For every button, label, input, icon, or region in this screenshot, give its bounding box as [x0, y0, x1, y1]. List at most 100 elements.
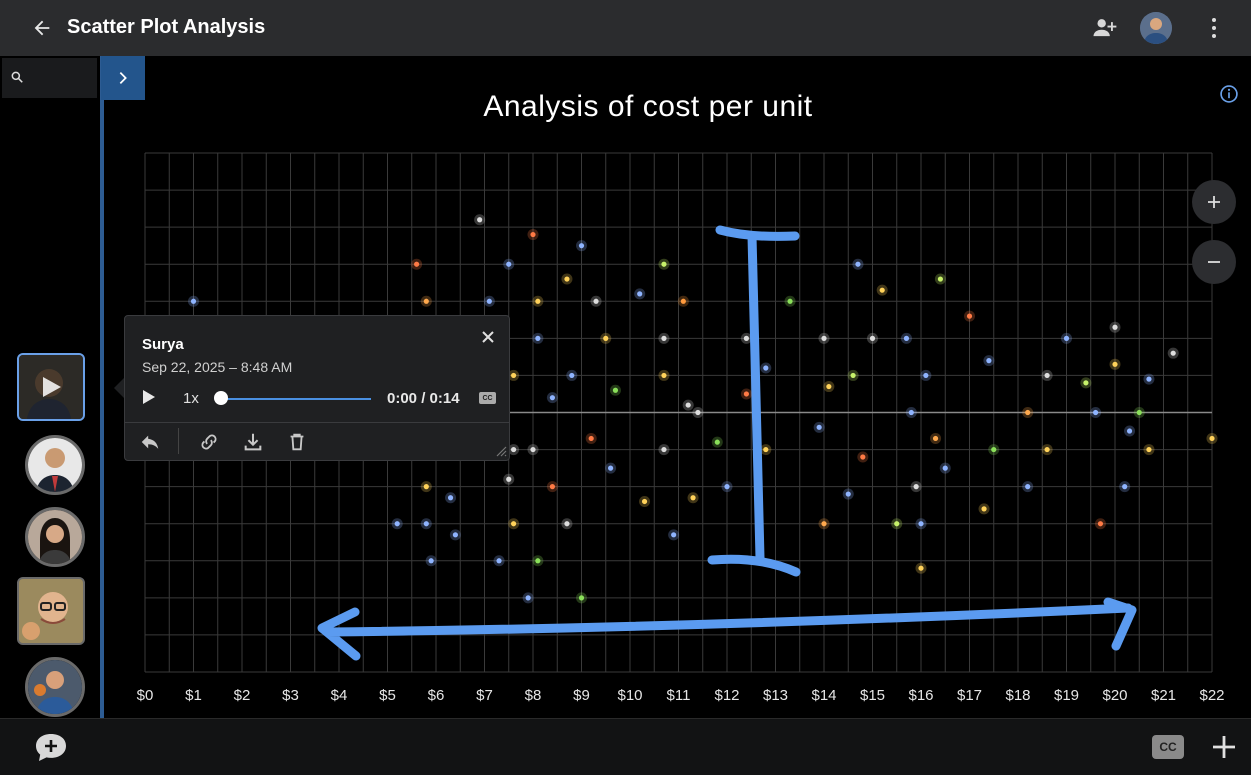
zoom-in-button[interactable]	[1192, 180, 1236, 224]
avatar-comment-1[interactable]	[25, 435, 85, 495]
captions-toggle[interactable]: CC	[479, 392, 496, 404]
data-point	[903, 335, 910, 341]
more-vert-icon[interactable]	[1204, 14, 1224, 42]
data-point	[671, 532, 677, 538]
data-point	[661, 335, 667, 341]
delete-icon[interactable]	[286, 431, 308, 453]
play-icon[interactable]	[141, 388, 157, 406]
x-tick-label: $10	[617, 687, 642, 704]
data-point	[942, 465, 948, 471]
data-point	[1209, 435, 1215, 442]
data-point	[525, 595, 531, 601]
avatar-comment-4[interactable]	[25, 657, 85, 717]
x-tick-label: $15	[860, 687, 885, 704]
data-point	[510, 372, 517, 379]
data-point	[510, 446, 517, 453]
data-point	[918, 521, 924, 527]
search-icon	[10, 70, 26, 86]
data-point	[986, 358, 992, 364]
add-person-icon[interactable]	[1090, 14, 1118, 42]
zoom-out-button[interactable]	[1192, 240, 1236, 284]
reply-icon[interactable]	[139, 431, 161, 453]
playback-speed[interactable]: 1x	[183, 390, 199, 407]
user-avatar[interactable]	[1140, 12, 1172, 44]
download-icon[interactable]	[242, 431, 264, 453]
annotation-horizontal-arrow	[317, 597, 1137, 661]
x-tick-label: $6	[428, 687, 445, 704]
x-tick-label: $4	[331, 687, 348, 704]
zoom-out-icon	[1208, 261, 1220, 263]
data-point	[908, 409, 914, 416]
data-point	[593, 298, 599, 304]
data-point	[1025, 484, 1031, 490]
data-point	[826, 383, 832, 390]
data-point	[1044, 372, 1050, 379]
data-point	[1025, 409, 1031, 416]
data-point	[1044, 446, 1050, 453]
back-arrow-icon[interactable]	[28, 14, 56, 42]
data-point	[763, 446, 769, 453]
data-point	[724, 484, 730, 490]
data-point	[423, 298, 429, 304]
data-point	[894, 521, 900, 527]
data-point	[860, 454, 866, 460]
page-title: Scatter Plot Analysis	[67, 16, 266, 38]
comment-popup: Surya Sep 22, 2025 – 8:48 AM 1x 0:00 / 0…	[124, 315, 510, 461]
data-point	[1112, 361, 1118, 367]
data-point	[695, 409, 701, 416]
data-point	[1063, 335, 1070, 341]
thumbnail-video-comment[interactable]	[17, 353, 85, 421]
data-point	[637, 291, 643, 297]
data-point	[394, 521, 400, 527]
data-point	[869, 335, 876, 341]
data-point	[578, 595, 585, 601]
close-icon[interactable]	[479, 328, 497, 346]
captions-button[interactable]: CC	[1152, 735, 1184, 759]
data-point	[923, 372, 929, 379]
data-point	[763, 365, 769, 371]
data-point	[1083, 380, 1089, 386]
data-point	[845, 491, 851, 497]
x-tick-label: $18	[1005, 687, 1030, 704]
data-point	[991, 446, 997, 453]
avatar-comment-3[interactable]	[17, 577, 85, 645]
x-tick-label: $5	[379, 687, 396, 704]
link-icon[interactable]	[198, 431, 220, 453]
x-tick-label: $21	[1151, 687, 1176, 704]
search-input[interactable]	[2, 58, 97, 98]
playback-progress[interactable]	[221, 398, 371, 400]
data-point	[190, 298, 197, 304]
data-point	[680, 298, 686, 304]
plus-icon[interactable]	[1210, 733, 1238, 761]
resize-handle-icon[interactable]	[495, 444, 507, 457]
data-point	[477, 217, 483, 223]
data-point	[981, 506, 987, 512]
x-tick-label: $19	[1054, 687, 1079, 704]
data-point	[496, 558, 502, 564]
data-point	[423, 484, 429, 490]
data-point	[414, 261, 420, 267]
data-point	[564, 276, 570, 282]
data-point	[1112, 324, 1118, 330]
x-axis-ticks: $0 $1 $2 $3 $4 $5 $6 $7 $8 $9 $10 $11 $12 $13 $14 $15 $1…	[137, 687, 1225, 704]
data-point	[690, 495, 696, 501]
progress-knob[interactable]	[214, 391, 228, 405]
info-icon[interactable]	[1219, 84, 1239, 104]
data-point	[787, 298, 793, 304]
annotation-vertical-bar	[707, 225, 801, 577]
data-point	[603, 335, 609, 341]
data-point	[937, 276, 944, 282]
add-comment-icon[interactable]	[33, 731, 69, 763]
data-point	[821, 521, 827, 527]
avatar-comment-2[interactable]	[25, 507, 85, 567]
zoom-in-icon	[1208, 196, 1220, 208]
data-point	[1170, 350, 1176, 356]
data-point	[1093, 409, 1099, 416]
footer-bar	[0, 718, 1251, 775]
x-tick-label: $2	[234, 687, 251, 704]
data-point	[506, 261, 512, 267]
comment-timestamp: Sep 22, 2025 – 8:48 AM	[142, 359, 293, 375]
data-point	[1097, 521, 1104, 527]
data-points	[188, 214, 1218, 604]
expand-sidebar-button[interactable]	[101, 56, 145, 100]
